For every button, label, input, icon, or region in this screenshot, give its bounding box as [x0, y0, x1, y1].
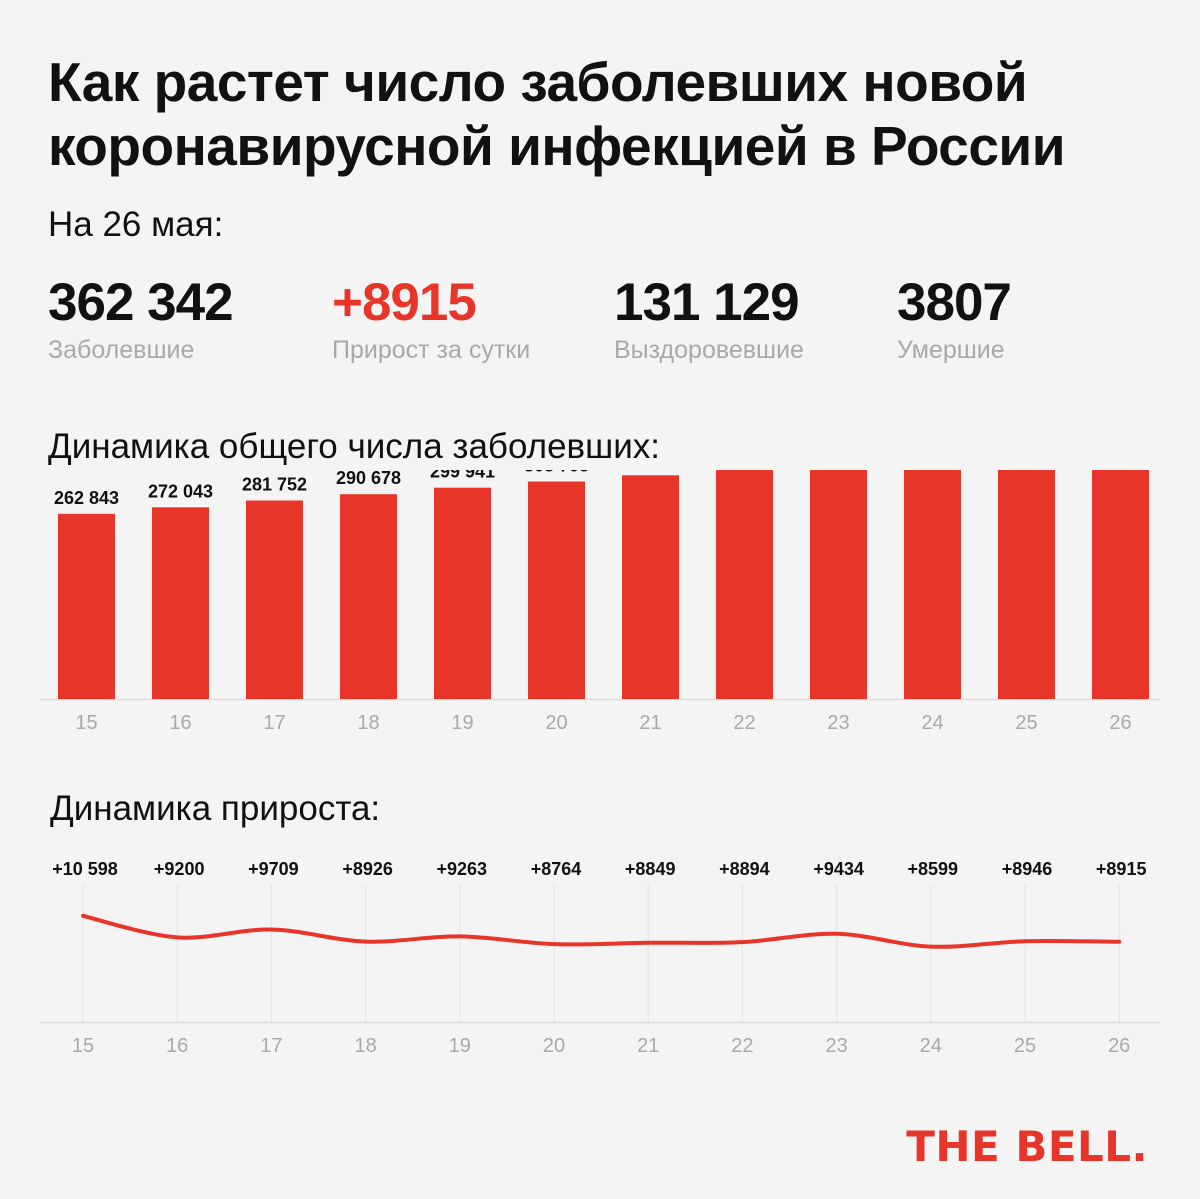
- bar-chart-title: Динамика общего числа заболевших:: [48, 427, 660, 466]
- line-data-label: +8764: [531, 859, 582, 879]
- bar: [998, 470, 1055, 699]
- x-tick-label: 20: [545, 712, 567, 734]
- x-tick-label: 18: [357, 712, 379, 734]
- line-data-label: +9434: [813, 859, 864, 879]
- x-tick-label: 25: [1015, 712, 1037, 734]
- x-tick-label: 26: [1109, 712, 1131, 734]
- line-data-label: +8894: [719, 859, 770, 879]
- x-tick-label: 17: [263, 712, 285, 734]
- bar-data-label: 272 043: [148, 481, 213, 501]
- line-data-label: +10 598: [52, 859, 118, 879]
- bar: [152, 507, 209, 699]
- x-tick-label: 21: [639, 712, 661, 734]
- stat-label: Умершие: [897, 336, 1005, 364]
- stat-label: Заболевшие: [48, 336, 195, 364]
- x-tick-label: 24: [920, 1035, 942, 1057]
- x-tick-label: 24: [921, 712, 943, 734]
- stat-recovered: 131 129 Выздоровевшие: [614, 272, 804, 366]
- bar-data-label: 262 843: [54, 488, 119, 508]
- bar-data-label: 290 678: [336, 470, 401, 488]
- bar: [622, 475, 679, 699]
- line-data-label: +8849: [625, 859, 676, 879]
- bar: [340, 494, 397, 699]
- line-data-label: +9200: [154, 859, 205, 879]
- x-tick-label: 15: [72, 1035, 94, 1057]
- stat-label: Прирост за сутки: [332, 336, 531, 364]
- x-tick-label: 16: [169, 712, 191, 734]
- x-tick-label: 15: [75, 712, 97, 734]
- x-tick-label: 20: [543, 1035, 565, 1057]
- line-data-label: +8915: [1096, 859, 1147, 879]
- line-chart-title: Динамика прироста:: [50, 789, 381, 828]
- bar: [904, 470, 961, 699]
- line-data-label: +9263: [437, 859, 488, 879]
- bar: [810, 470, 867, 699]
- the-bell-logo: THE BELL.: [906, 1122, 1148, 1171]
- x-tick-label: 26: [1108, 1035, 1130, 1057]
- stat-value: 362 342: [48, 273, 234, 332]
- stat-value: 131 129: [614, 273, 800, 332]
- bar: [58, 513, 115, 699]
- series-line: [81, 913, 1122, 949]
- x-tick-label: 23: [827, 712, 849, 734]
- line-data-label: +8599: [908, 859, 959, 879]
- x-tick-label: 16: [166, 1035, 188, 1057]
- x-tick-label: 21: [637, 1035, 659, 1057]
- date-label: На 26 мая:: [48, 205, 224, 244]
- x-tick-label: 22: [733, 712, 755, 734]
- title-line-2: коронавирусной инфекцией в России: [48, 115, 1066, 177]
- bar-data-label: 308 705: [524, 470, 589, 476]
- line-data-label: +8946: [1002, 859, 1053, 879]
- x-tick-label: 22: [731, 1035, 753, 1057]
- x-tick-label: 18: [354, 1035, 376, 1057]
- x-tick-label: 25: [1014, 1035, 1036, 1057]
- stat-cases: 362 342 Заболевшие: [48, 272, 234, 366]
- x-tick-label: 19: [449, 1035, 471, 1057]
- stat-value: +8915: [332, 273, 477, 332]
- stat-label: Выздоровевшие: [614, 336, 804, 364]
- bar-data-label: 299 941: [430, 470, 495, 482]
- line-chart: +10 598 15 +9200 16 +9709 17 +8926 18 +9263 19 +87…: [40, 859, 1160, 1057]
- line-data-label: +9709: [248, 859, 299, 879]
- bar-data-label: 281 752: [242, 475, 307, 495]
- bar: [246, 500, 303, 699]
- x-tick-label: 17: [260, 1035, 282, 1057]
- line-data-label: +8926: [342, 859, 393, 879]
- stat-value: 3807: [897, 273, 1012, 332]
- bar: [716, 470, 773, 699]
- stat-deaths: 3807 Умершие: [897, 272, 1012, 366]
- bar-chart: 262 843 15 272 043 16 281 752 17 290 678 18 299 …: [40, 470, 1160, 734]
- page-title: Как растет число заболевших новой корона…: [48, 50, 1148, 178]
- bar: [1092, 470, 1149, 699]
- stat-daily-increase: +8915 Прирост за сутки: [332, 272, 530, 366]
- x-tick-label: 23: [825, 1035, 847, 1057]
- x-tick-label: 19: [451, 712, 473, 734]
- bar: [528, 481, 585, 699]
- title-line-1: Как растет число заболевших новой: [48, 51, 1028, 113]
- bar: [434, 487, 491, 699]
